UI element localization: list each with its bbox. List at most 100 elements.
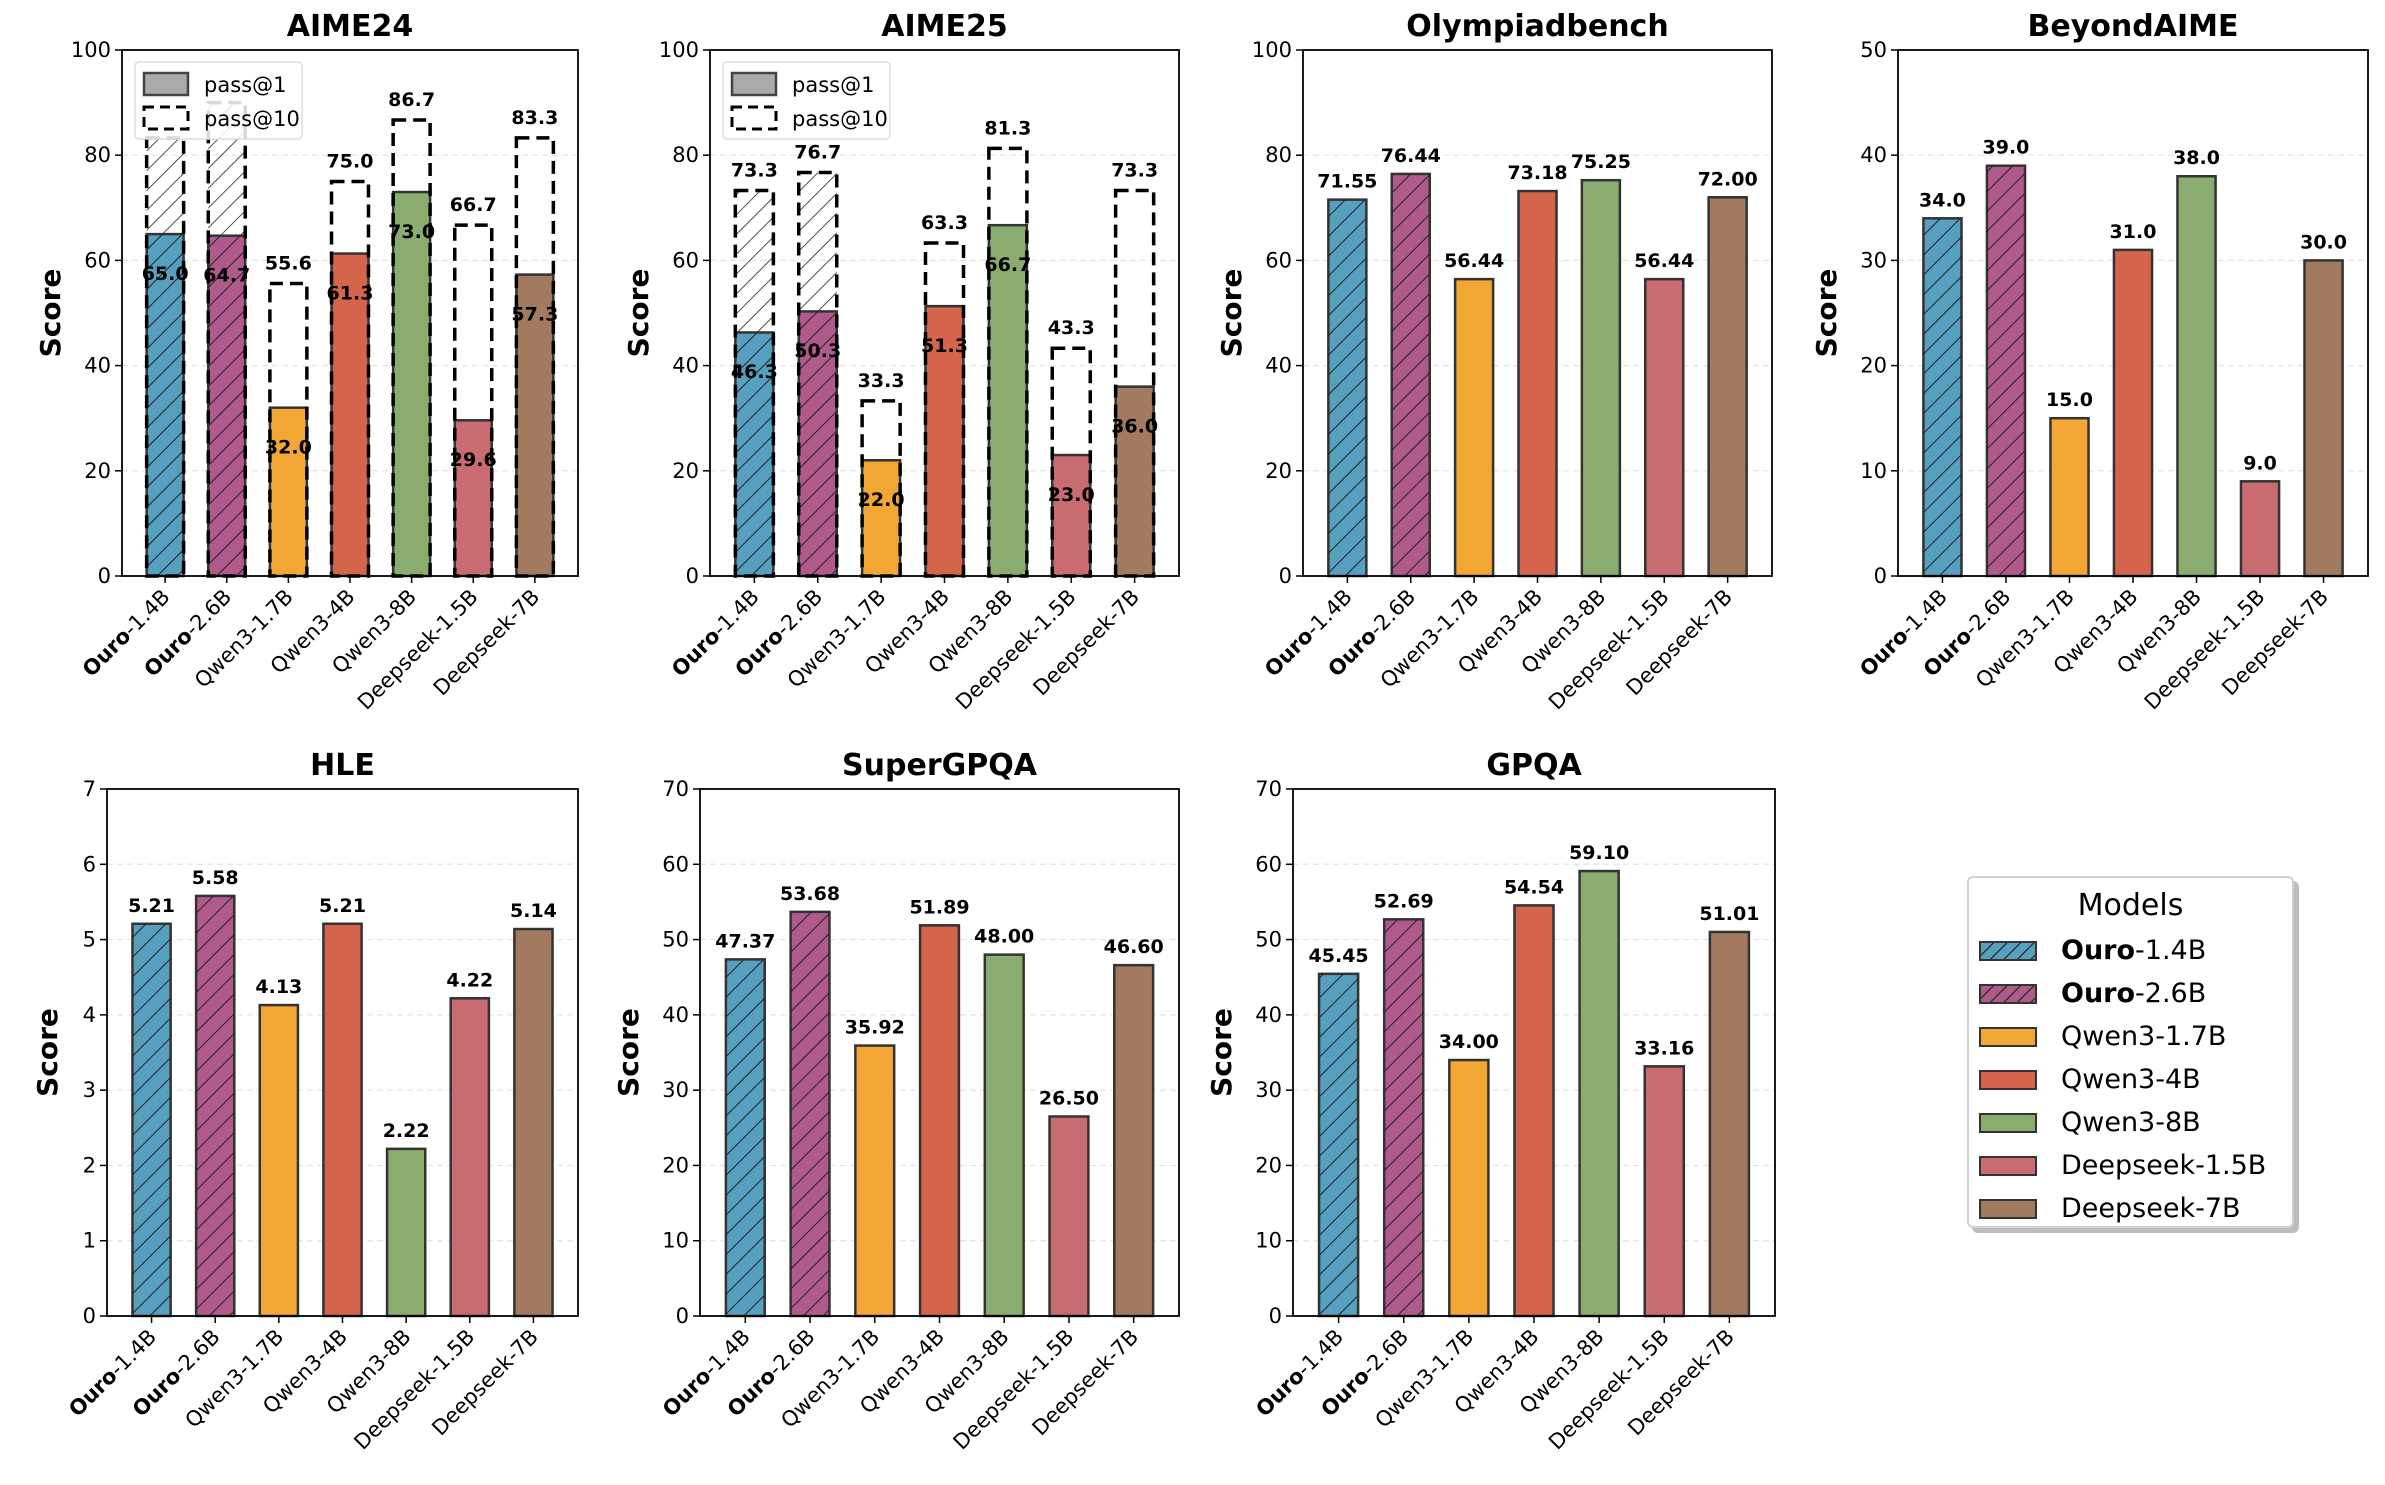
pass1-label: 50.3 [794,340,841,362]
bar [322,922,363,1318]
y-tick-label: 40 [1255,1003,1282,1027]
bar [1448,1058,1490,1318]
pass1-label: 64.7 [203,264,250,286]
legend-swatch [1979,940,2037,961]
chart-title: SuperGPQA [842,748,1038,783]
pass1-legend-label: pass@1 [792,73,874,97]
chart-title: AIME25 [881,9,1007,44]
value-label: 59.10 [1569,842,1629,864]
chart-title: Olympiadbench [1406,9,1668,44]
chart-supergpqa: 01020304050607047.37Ouro-1.4B53.68Ouro-2… [612,748,1180,1454]
legend-swatch [1979,1198,2037,1219]
value-label: 34.00 [1439,1031,1499,1053]
value-label: 33.16 [1634,1037,1694,1059]
y-tick-label: 30 [1255,1078,1282,1102]
bar [1517,189,1558,578]
legend-item: Ouro-1.4B [1979,929,2292,972]
chart-olympiadbench: 02040608010071.55Ouro-1.4B76.44Ouro-2.6B… [1215,9,1773,714]
y-tick-label: 20 [84,459,111,483]
bar [2049,416,2090,578]
bar [268,406,309,578]
bar [1643,277,1685,578]
bar [453,419,493,578]
value-label: 53.68 [780,883,840,905]
y-tick-label: 100 [71,38,111,62]
y-tick-label: 4 [83,1003,96,1027]
axes-frame [106,788,579,1317]
chart-aime25: 02040608010046.373.3Ouro-1.4B50.376.7Our… [622,9,1180,714]
legend-label: Qwen3-8B [2061,1107,2201,1138]
bar-hatch [146,234,184,576]
bar-hatch [132,923,171,1316]
y-axis-label: Score [622,269,655,358]
y-tick-label: 60 [1255,852,1282,876]
pass1-swatch [730,71,778,97]
y-tick-label: 80 [84,143,111,167]
bar [2112,248,2154,578]
value-label: 52.69 [1374,890,1434,912]
value-label: 51.89 [909,896,969,918]
bar-hatch [735,332,774,576]
legend-item: Qwen3-8B [1979,1101,2292,1144]
pass10-label: 73.3 [1111,159,1158,181]
bar [1708,930,1751,1318]
bar [918,924,961,1318]
bar [2239,480,2281,578]
pass10-bar [514,136,556,578]
bar-hatch [1923,218,1962,576]
y-tick-label: 50 [662,928,689,952]
chart-beyondaime: 0102030405034.0Ouro-1.4B39.0Ouro-2.6B15.… [1810,9,2369,714]
y-tick-label: 0 [1874,564,1887,588]
pass-legend: pass@1 pass@10 [722,61,891,140]
y-tick-label: 70 [1255,777,1282,801]
bar [513,927,554,1318]
value-label: 38.0 [2173,147,2220,169]
y-tick-label: 60 [662,852,689,876]
bar [1513,904,1555,1318]
y-tick-label: 50 [1255,928,1282,952]
bar [924,304,965,578]
y-axis-label: Score [34,269,67,358]
value-label: 30.0 [2300,231,2347,253]
pass10-bar [144,136,186,578]
bar-hatch [196,895,235,1316]
pass10-swatch [142,105,190,131]
bar [1114,385,1155,578]
legend-label: Deepseek-7B [2061,1193,2241,1224]
value-label: 4.13 [255,976,302,998]
bar-hatch [1384,919,1424,1316]
pass1-label: 57.3 [511,303,558,325]
value-label: 73.18 [1507,162,1567,184]
legend-item: Deepseek-1.5B [1979,1144,2292,1187]
y-tick-label: 10 [1255,1229,1282,1253]
bar-hatch [1319,973,1359,1316]
legend-swatch [1979,1026,2037,1047]
value-label: 45.45 [1309,945,1369,967]
y-tick-label: 10 [662,1229,689,1253]
bar-hatch [725,959,765,1316]
bar [1578,869,1620,1318]
value-label: 56.44 [1634,250,1694,272]
pass1-label: 66.7 [984,254,1031,276]
value-label: 46.60 [1104,936,1164,958]
y-tick-label: 2 [83,1153,96,1177]
bar [1048,1115,1090,1318]
models-legend: Models Ouro-1.4B Ouro-2.6B Qwen3-1.7B Qwen3… [1967,876,2294,1228]
y-tick-label: 3 [83,1078,96,1102]
pass1-label: 65.0 [142,263,189,285]
legend-label: Ouro-2.6B [2061,978,2207,1009]
pass10-legend-label: pass@10 [204,107,300,131]
y-tick-label: 20 [1265,459,1292,483]
y-tick-label: 5 [83,928,96,952]
value-label: 5.21 [319,895,366,917]
pass1-label: 23.0 [1048,484,1095,506]
pass10-swatch [730,105,778,131]
y-tick-label: 40 [1265,354,1292,378]
y-tick-label: 50 [1860,38,1887,62]
value-label: 26.50 [1039,1087,1099,1109]
pass1-label: 36.0 [1111,415,1158,437]
bar [983,953,1025,1318]
y-tick-label: 0 [98,564,111,588]
value-label: 31.0 [2110,221,2157,243]
